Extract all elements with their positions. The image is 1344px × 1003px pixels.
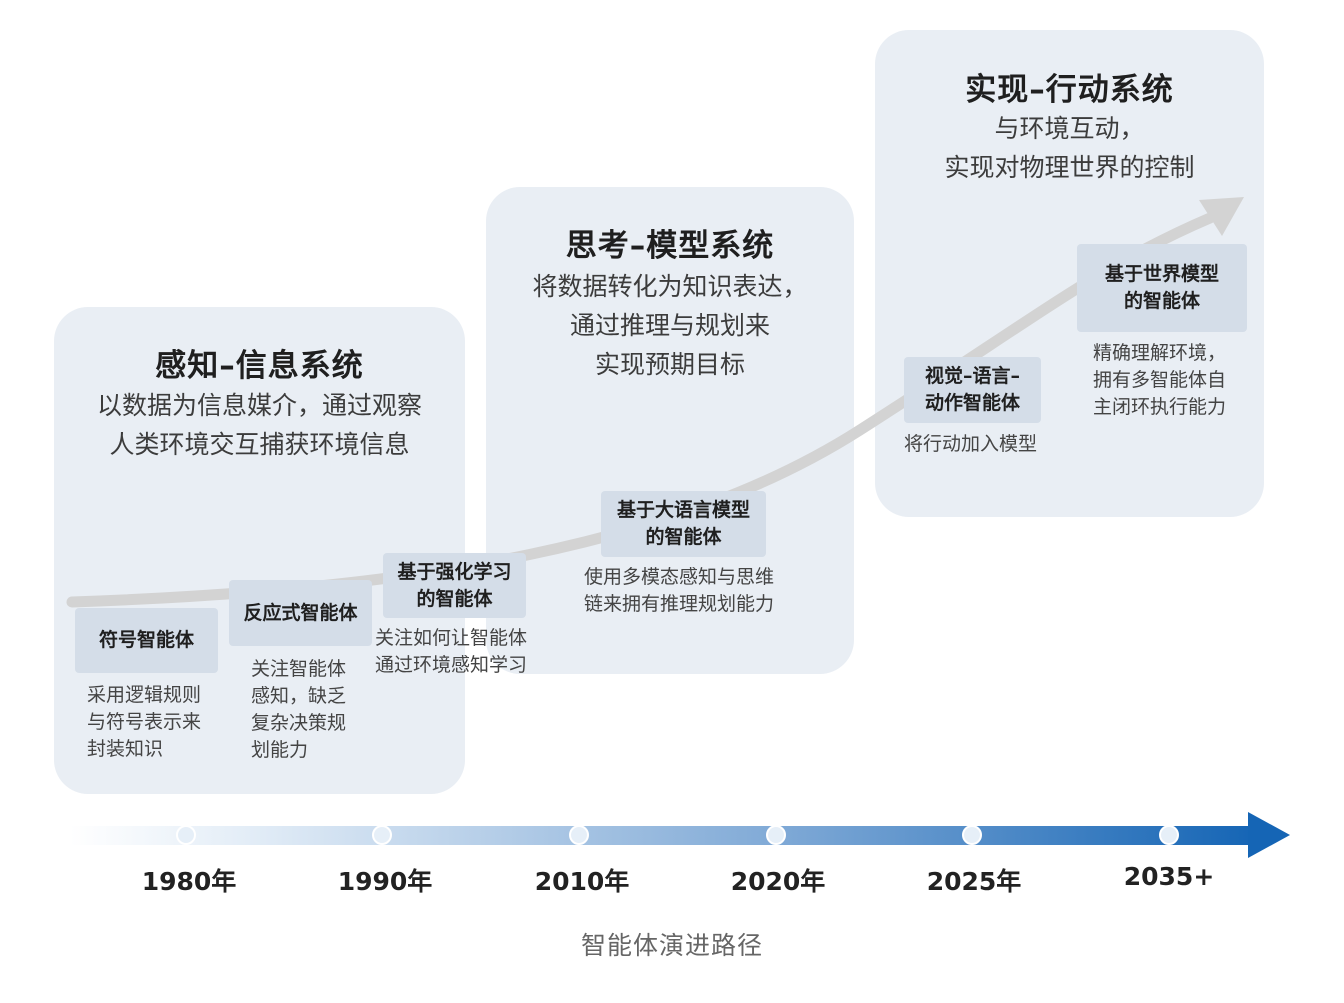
stage-desc-action: 与环境互动， 实现对物理世界的控制 [875,109,1264,187]
stage-desc-thinking: 将数据转化为知识表达， 通过推理与规划来 实现预期目标 [486,267,854,384]
stage-desc-line: 通过推理与规划来 [569,311,770,340]
agent-name-line: 基于强化学习 [397,560,512,583]
agent-name-line: 符号智能体 [98,629,194,651]
timeline-dot [962,825,982,845]
figure-caption: 智能体演进路径 [580,931,763,960]
agent-desc-line: 链来拥有推理规划能力 [584,593,775,615]
agent-box-vla: 视觉–语言– 动作智能体 [904,357,1041,423]
stage-desc-line: 以数据为信息媒介，通过观察 [96,391,422,420]
agent-box-reactive: 反应式智能体 [229,580,372,646]
timeline-dot [1159,825,1179,845]
stage-desc-line: 人类环境交互捕获环境信息 [109,430,410,459]
agent-desc-line: 与符号表示来 [87,711,202,733]
stage-desc-line: 实现预期目标 [594,350,745,379]
agent-name-line: 动作智能体 [924,392,1020,414]
agent-name-line: 基于大语言模型 [616,499,750,521]
agent-desc-reactive: 关注智能体 感知，缺乏 复杂决策规 划能力 [251,656,346,764]
agent-box-world-model: 基于世界模型 的智能体 [1077,244,1247,332]
stage-desc-line: 将数据转化为知识表达， [532,272,808,301]
agent-box-llm: 基于大语言模型 的智能体 [601,491,766,557]
agent-desc-line: 感知，缺乏 [251,685,347,707]
stage-desc-line: 与环境互动， [994,114,1145,143]
timeline-year-label: 1990年 [337,867,433,896]
agent-name-line: 的智能体 [645,526,722,548]
agent-box-symbolic: 符号智能体 [75,608,218,673]
agent-name-line: 基于世界模型 [1104,263,1219,285]
agent-desc-line: 封装知识 [87,738,164,760]
agent-name-line: 视觉–语言– [924,365,1020,387]
timeline-year-label: 2010年 [534,867,630,896]
agent-desc-line: 主闭环执行能力 [1093,396,1227,418]
evolution-curve-arrowhead [1199,197,1244,236]
timeline-year-label: 2020年 [730,867,826,896]
timeline-year-label: 1980年 [141,867,237,896]
agent-desc-reinforcement: 关注如何让智能体 通过环境感知学习 [375,625,527,679]
stage-title-perception: 感知–信息系统 [155,348,364,384]
agent-desc-line: 将行动加入模型 [904,433,1038,455]
timeline-year-label: 2025年 [926,867,1022,896]
agent-desc-line: 关注如何让智能体 [375,627,528,649]
timeline-year-label: 2035+ [1123,862,1215,891]
timeline-dot [569,825,589,845]
timeline-dot [766,825,786,845]
timeline-dot [176,825,196,845]
agent-desc-line: 通过环境感知学习 [375,654,528,676]
agent-desc-line: 关注智能体 [251,658,347,680]
agent-desc-line: 采用逻辑规则 [87,684,202,706]
agent-name-line: 的智能体 [416,587,493,610]
agent-desc-world-model: 精确理解环境， 拥有多智能体自 主闭环执行能力 [1093,340,1226,421]
agent-desc-line: 精确理解环境， [1093,342,1227,364]
agent-desc-line: 拥有多智能体自 [1093,369,1227,391]
stage-desc-perception: 以数据为信息媒介，通过观察 人类环境交互捕获环境信息 [54,386,465,464]
timeline-dot [372,825,392,845]
agent-name-line: 反应式智能体 [243,601,358,624]
agent-name-line: 的智能体 [1123,290,1200,312]
agent-desc-vla: 将行动加入模型 [904,431,1037,458]
stage-panel-perception [54,307,465,794]
stage-title-action: 实现–行动系统 [965,72,1174,108]
agent-desc-line: 复杂决策规 [251,712,347,734]
agent-box-reinforcement: 基于强化学习 的智能体 [383,553,526,618]
stage-panel-thinking [486,187,854,674]
agent-desc-llm: 使用多模态感知与思维 链来拥有推理规划能力 [584,564,774,618]
timeline-arrowhead [1248,812,1290,858]
timeline-bar [70,826,1255,845]
agent-desc-line: 划能力 [251,739,309,761]
stage-desc-line: 实现对物理世界的控制 [944,153,1195,182]
agent-desc-line: 使用多模态感知与思维 [584,566,775,588]
agent-desc-symbolic: 采用逻辑规则 与符号表示来 封装知识 [87,682,201,763]
stage-title-thinking: 思考–模型系统 [565,228,775,264]
